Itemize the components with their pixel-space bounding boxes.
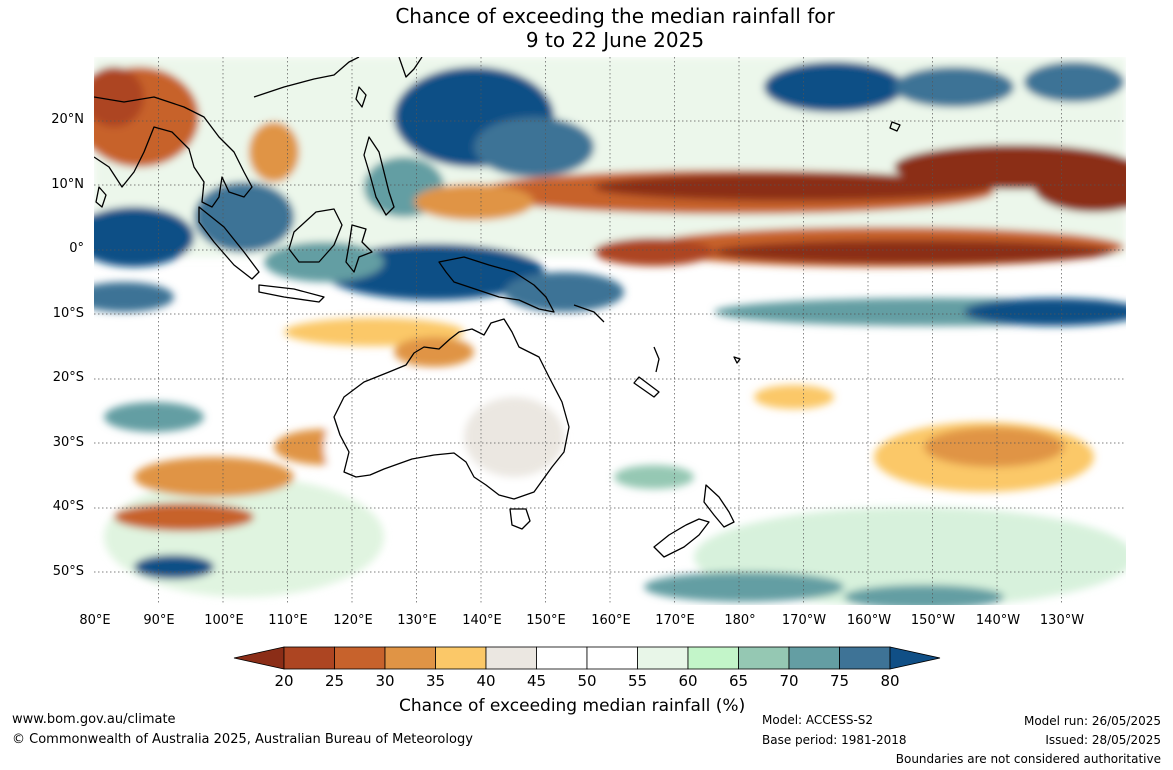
sri-lanka-coastline (95, 186, 107, 208)
lon-label-100e: 100°E (204, 613, 244, 628)
legend-cell (839, 646, 891, 670)
japan-coastline (398, 57, 423, 78)
lon-label-110e: 110°E (268, 613, 308, 628)
new-zealand-north-island-coastline (703, 484, 735, 528)
legend-tick-label: 20 (274, 672, 294, 690)
legend-tick-label: 55 (627, 672, 648, 690)
lon-label-170w: 170°W (781, 613, 827, 628)
sumatra-coastline (198, 206, 260, 280)
lon-label-130e: 130°E (397, 613, 437, 628)
boundaries-disclaimer: Boundaries are not considered authoritat… (895, 752, 1161, 766)
lon-label-130w: 130°W (1039, 613, 1085, 628)
base-period: Base period: 1981-2018 (762, 733, 907, 747)
legend-cell (687, 646, 739, 670)
legend-cell (283, 646, 335, 670)
borneo-coastline (288, 208, 343, 263)
australia-coastline (333, 318, 570, 500)
legend-arrow-high (889, 646, 941, 670)
legend-tick-label: 70 (779, 672, 799, 690)
legend-tick-label: 75 (829, 672, 850, 690)
lon-label-150w: 150°W (910, 613, 956, 628)
legend-tick-label: 65 (728, 672, 749, 690)
southeast-asia-coastline (94, 96, 253, 208)
fiji-coastline (733, 356, 741, 364)
lon-label-90e: 90°E (143, 613, 175, 628)
lon-label-180: 180° (724, 613, 756, 628)
lat-label-equator: 0° (69, 241, 84, 256)
legend-tick-label: 40 (476, 672, 496, 690)
philippines-coastline (363, 136, 395, 216)
lon-label-140e: 140°E (462, 613, 502, 628)
solomon-islands-coastline (573, 304, 605, 323)
lat-label-50s: 50°S (52, 564, 84, 579)
lat-label-10n: 10°N (51, 177, 84, 192)
legend-tick-label: 45 (526, 672, 547, 690)
legend-cell (586, 646, 638, 670)
legend-cell (334, 646, 386, 670)
graticule (94, 57, 1126, 605)
coastlines (94, 57, 901, 558)
map-canvas (94, 57, 1126, 605)
legend-tick-label: 25 (324, 672, 345, 690)
legend-arrow-low (233, 646, 285, 670)
title-line-2: 9 to 22 June 2025 (525, 28, 705, 52)
lon-label-150e: 150°E (526, 613, 566, 628)
legend-title: Chance of exceeding median rainfall (%) (399, 696, 746, 716)
model-run-date: Model run: 26/05/2025 (1023, 714, 1161, 728)
legend-cell (637, 646, 689, 670)
sulawesi-coastline (345, 224, 373, 273)
lat-label-20s: 20°S (52, 370, 84, 385)
map-title: Chance of exceeding the median rainfall … (0, 4, 1173, 52)
legend-cell (435, 646, 487, 670)
lon-label-160w: 160°W (846, 613, 892, 628)
new-guinea-coastline (438, 256, 555, 313)
lon-label-170e: 170°E (655, 613, 695, 628)
new-zealand-south-island-coastline (653, 518, 710, 558)
lon-label-160e: 160°E (591, 613, 631, 628)
new-caledonia-coastline (633, 376, 660, 398)
model-name: Model: ACCESS-S2 (762, 713, 874, 727)
lon-label-120e: 120°E (333, 613, 373, 628)
color-legend-bar (233, 646, 941, 670)
issued-date: Issued: 28/05/2025 (1045, 733, 1161, 747)
java-coastline (258, 284, 325, 303)
legend-tick-label: 60 (678, 672, 698, 690)
legend-tick-label: 50 (577, 672, 597, 690)
legend-tick-label: 80 (880, 672, 900, 690)
rainfall-probability-map (94, 57, 1126, 605)
lat-label-10s: 10°S (52, 306, 84, 321)
website-link[interactable]: www.bom.gov.au/climate (12, 712, 176, 727)
china-coastline (253, 57, 360, 98)
lon-label-140w: 140°W (975, 613, 1021, 628)
legend-cell (738, 646, 790, 670)
title-line-1: Chance of exceeding the median rainfall … (395, 4, 835, 28)
legend-cell (536, 646, 588, 670)
legend-tick-label: 30 (375, 672, 395, 690)
copyright-text: © Commonwealth of Australia 2025, Austra… (12, 732, 473, 747)
hawaii-coastline (889, 121, 901, 132)
legend-cell (788, 646, 840, 670)
legend-cell (384, 646, 436, 670)
lat-label-30s: 30°S (52, 435, 84, 450)
legend-tick-label: 35 (425, 672, 446, 690)
vanuatu-coastline (653, 346, 660, 373)
lon-label-80e: 80°E (79, 613, 111, 628)
legend-cell (485, 646, 537, 670)
lat-label-40s: 40°S (52, 499, 84, 514)
tasmania-coastline (509, 508, 531, 530)
taiwan-coastline (355, 86, 367, 108)
lat-label-20n: 20°N (51, 112, 84, 127)
